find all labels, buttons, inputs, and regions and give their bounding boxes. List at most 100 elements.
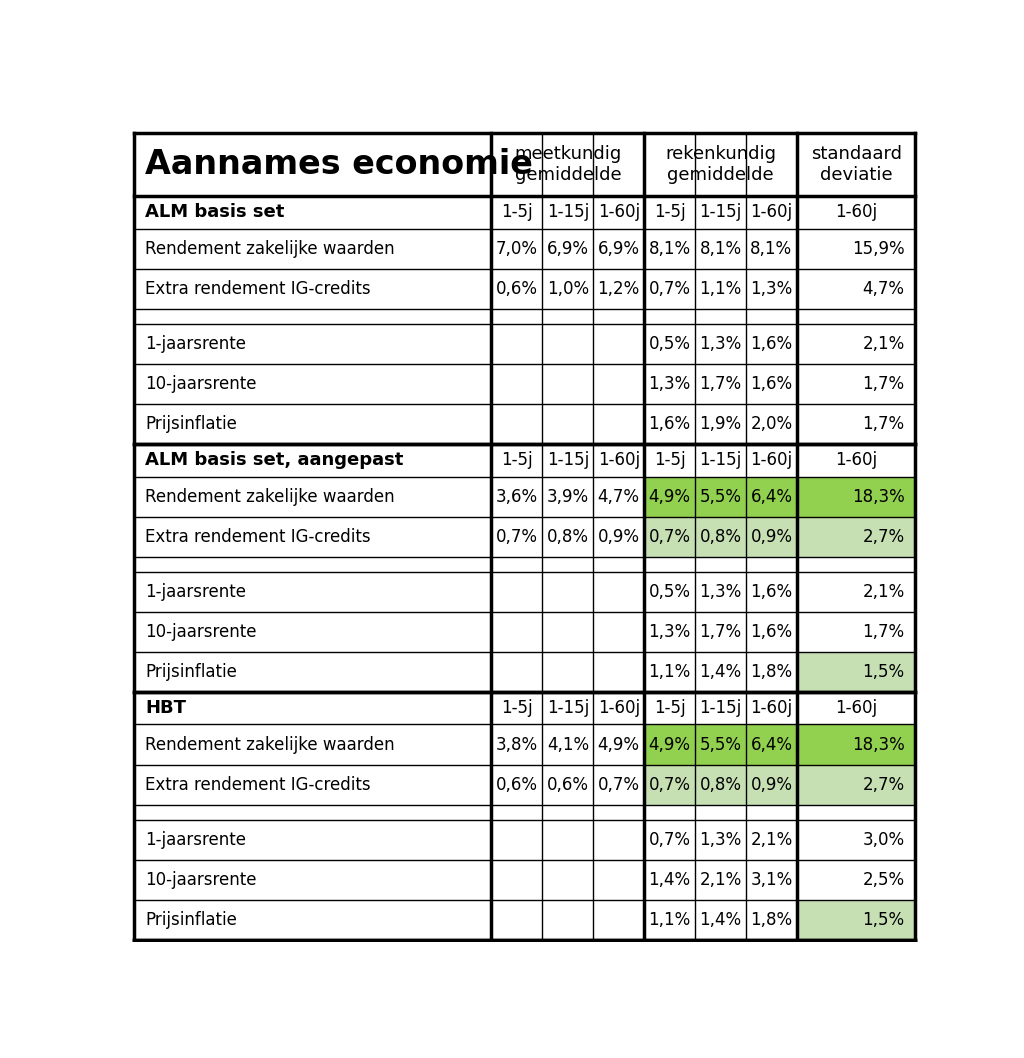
Bar — [492, 860, 644, 900]
Text: 1,2%: 1,2% — [598, 279, 640, 297]
Text: Rendement zakelijke waarden: Rendement zakelijke waarden — [145, 239, 394, 257]
Bar — [134, 476, 492, 516]
Text: 1,1%: 1,1% — [699, 279, 741, 297]
Text: 4,9%: 4,9% — [648, 488, 690, 506]
Text: 1,0%: 1,0% — [547, 279, 589, 297]
Text: 0,8%: 0,8% — [547, 528, 589, 546]
Bar — [797, 652, 915, 692]
Text: 1-5j: 1-5j — [501, 699, 532, 717]
Text: Prijsinflatie: Prijsinflatie — [145, 415, 237, 433]
Text: Prijsinflatie: Prijsinflatie — [145, 663, 237, 681]
Bar — [644, 557, 797, 572]
Text: 3,6%: 3,6% — [496, 488, 538, 506]
Text: 0,8%: 0,8% — [699, 776, 741, 794]
Text: 1,7%: 1,7% — [699, 376, 741, 394]
Bar — [134, 613, 492, 652]
Bar — [134, 516, 492, 557]
Bar — [797, 229, 915, 269]
Bar — [492, 820, 644, 860]
Text: 4,7%: 4,7% — [862, 279, 904, 297]
Text: 0,7%: 0,7% — [598, 776, 640, 794]
Text: 1,8%: 1,8% — [751, 911, 793, 929]
Text: 1-15j: 1-15j — [547, 452, 589, 470]
Text: 1,8%: 1,8% — [751, 663, 793, 681]
Text: 2,7%: 2,7% — [862, 528, 904, 546]
Bar — [797, 820, 915, 860]
Text: 2,1%: 2,1% — [862, 335, 904, 353]
Text: Rendement zakelijke waarden: Rendement zakelijke waarden — [145, 488, 394, 506]
Text: 1,3%: 1,3% — [648, 623, 691, 641]
Bar — [797, 269, 915, 309]
Bar — [134, 269, 492, 309]
Bar — [492, 613, 644, 652]
Text: 1-60j: 1-60j — [835, 699, 878, 717]
Bar — [134, 444, 915, 476]
Text: 1,3%: 1,3% — [699, 583, 741, 601]
Text: 6,4%: 6,4% — [751, 735, 793, 753]
Text: 0,7%: 0,7% — [648, 776, 690, 794]
Text: 1,3%: 1,3% — [751, 279, 793, 297]
Bar — [644, 364, 797, 404]
Text: 0,9%: 0,9% — [751, 528, 793, 546]
Text: 0,9%: 0,9% — [598, 528, 640, 546]
Bar — [644, 572, 797, 613]
Bar — [797, 309, 915, 324]
Bar — [134, 725, 492, 765]
Text: 1,6%: 1,6% — [751, 623, 793, 641]
Bar — [797, 364, 915, 404]
Bar — [644, 765, 797, 804]
Text: 2,1%: 2,1% — [751, 831, 793, 849]
Text: 3,0%: 3,0% — [862, 831, 904, 849]
Bar — [644, 269, 797, 309]
Text: 1,7%: 1,7% — [699, 623, 741, 641]
Bar — [644, 900, 797, 941]
Text: 1,3%: 1,3% — [699, 335, 741, 353]
Bar — [134, 133, 915, 197]
Bar — [134, 900, 492, 941]
Text: 10-jaarsrente: 10-jaarsrente — [145, 871, 257, 889]
Text: 1,7%: 1,7% — [862, 415, 904, 433]
Text: 1-jaarsrente: 1-jaarsrente — [145, 335, 246, 353]
Bar — [134, 324, 492, 364]
Bar — [134, 820, 492, 860]
Text: Extra rendement IG-credits: Extra rendement IG-credits — [145, 279, 371, 297]
Text: 4,7%: 4,7% — [598, 488, 640, 506]
Bar — [492, 765, 644, 804]
Text: 10-jaarsrente: 10-jaarsrente — [145, 376, 257, 394]
Text: 1-60j: 1-60j — [835, 203, 878, 221]
Text: Extra rendement IG-credits: Extra rendement IG-credits — [145, 528, 371, 546]
Text: 0,7%: 0,7% — [648, 528, 690, 546]
Bar — [644, 516, 797, 557]
Bar — [797, 557, 915, 572]
Text: 0,7%: 0,7% — [648, 279, 690, 297]
Bar — [644, 804, 797, 820]
Bar — [134, 309, 492, 324]
Text: 0,5%: 0,5% — [648, 583, 690, 601]
Bar — [492, 516, 644, 557]
Text: 3,8%: 3,8% — [496, 735, 538, 753]
Bar — [797, 900, 915, 941]
Text: 1,3%: 1,3% — [699, 831, 741, 849]
Text: 6,9%: 6,9% — [547, 239, 589, 257]
Bar — [797, 860, 915, 900]
Text: 6,9%: 6,9% — [598, 239, 640, 257]
Text: 1-jaarsrente: 1-jaarsrente — [145, 831, 246, 849]
Text: 1-15j: 1-15j — [699, 452, 741, 470]
Text: ALM basis set: ALM basis set — [145, 203, 285, 221]
Text: 0,7%: 0,7% — [496, 528, 538, 546]
Text: 1,6%: 1,6% — [648, 415, 690, 433]
Text: 3,9%: 3,9% — [547, 488, 589, 506]
Text: 2,5%: 2,5% — [862, 871, 904, 889]
Bar — [134, 364, 492, 404]
Bar — [644, 652, 797, 692]
Bar — [134, 197, 915, 229]
Text: 1,3%: 1,3% — [648, 376, 691, 394]
Bar — [492, 404, 644, 444]
Bar — [492, 269, 644, 309]
Text: 4,9%: 4,9% — [598, 735, 640, 753]
Text: Aannames economie: Aannames economie — [145, 148, 532, 181]
Text: 10-jaarsrente: 10-jaarsrente — [145, 623, 257, 641]
Bar — [492, 229, 644, 269]
Text: 1,7%: 1,7% — [862, 623, 904, 641]
Text: 1,7%: 1,7% — [862, 376, 904, 394]
